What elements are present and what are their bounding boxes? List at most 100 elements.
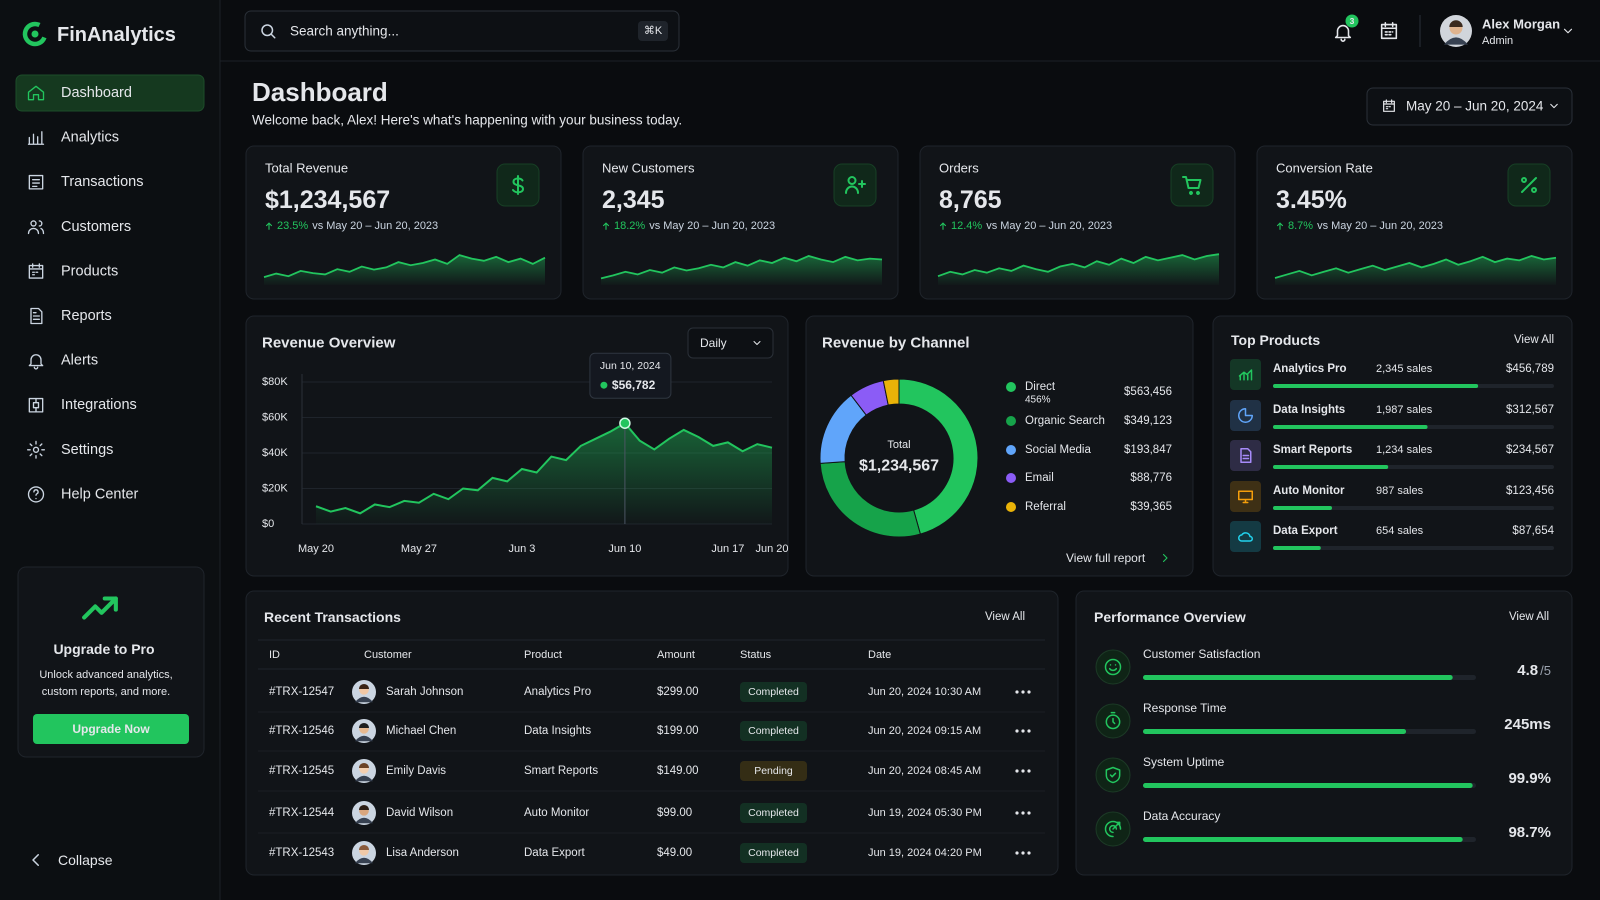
upgrade-card <box>17 566 205 758</box>
legend-label: Direct <box>1025 381 1056 393</box>
nav-label: Reports <box>61 308 112 324</box>
row-menu[interactable] <box>1021 851 1025 855</box>
cell-date: Jun 19, 2024 05:30 PM <box>868 807 982 819</box>
x-tick-label: Jun 17 <box>711 543 744 555</box>
cell-date: Jun 20, 2024 09:15 AM <box>868 725 981 737</box>
nav-item[interactable] <box>16 343 204 379</box>
bell-icon[interactable] <box>1334 24 1352 42</box>
sparkline <box>937 253 1220 278</box>
cell-customer: Michael Chen <box>386 725 456 737</box>
shortcut-badge <box>638 21 668 41</box>
nav-icon <box>28 263 44 279</box>
cell-product: Analytics Pro <box>524 686 591 698</box>
page-title: Dashboard <box>252 77 388 107</box>
product-sales: 1,987 sales <box>1376 404 1433 416</box>
product-icon <box>1238 532 1253 542</box>
collapse-label[interactable]: Collapse <box>58 852 113 868</box>
row-menu[interactable] <box>1021 811 1025 815</box>
sparkline-area <box>601 255 882 285</box>
product-bar <box>1273 384 1479 388</box>
cell-status: Pending <box>754 765 793 777</box>
tooltip-title: Jun 10, 2024 <box>600 360 661 372</box>
metric-value: 99.9% <box>1508 770 1551 787</box>
cell-product: Data Insights <box>524 725 591 737</box>
row-menu[interactable] <box>1027 769 1031 773</box>
kpi-compare: vs May 20 – Jun 20, 2023 <box>986 220 1112 232</box>
cell-status: Completed <box>748 725 799 737</box>
revenue-title: Revenue Overview <box>262 335 396 352</box>
nav-label: Customers <box>61 219 131 235</box>
cell-id: #TRX-12544 <box>269 807 335 819</box>
user-name: Alex Morgan <box>1482 17 1560 32</box>
calendar-icon[interactable] <box>1380 21 1398 40</box>
kpi-icon <box>512 175 524 195</box>
avatar-hair <box>358 683 370 689</box>
kpi-change: 12.4% vs May 20 – Jun 20, 2023 <box>951 220 1112 232</box>
column-header: Amount <box>657 649 695 661</box>
status-pill <box>740 761 807 781</box>
kpi-change-arrow <box>1276 222 1284 230</box>
metric-value-number: 4.8 <box>1517 662 1538 679</box>
transactions-link[interactable]: View All <box>985 611 1025 623</box>
cell-id: #TRX-12547 <box>269 686 334 698</box>
kpi-compare: vs May 20 – Jun 20, 2023 <box>649 220 775 232</box>
legend-value: $39,365 <box>1130 501 1172 513</box>
upgrade-button[interactable] <box>33 714 189 744</box>
row-menu[interactable] <box>1021 769 1025 773</box>
legend-value: $193,847 <box>1124 444 1172 456</box>
performance-link[interactable]: View All <box>1509 611 1549 623</box>
donut-slice <box>898 378 979 535</box>
products-title: Top Products <box>1231 332 1320 348</box>
row-menu[interactable] <box>1015 769 1019 773</box>
x-tick-label: Jun 3 <box>508 543 535 555</box>
product-bar-track <box>1273 506 1554 510</box>
product-revenue: $312,567 <box>1506 404 1554 416</box>
cell-amount: $149.00 <box>657 765 699 777</box>
kpi-label: Conversion Rate <box>1276 161 1373 176</box>
metric-icon <box>1105 711 1121 730</box>
row-menu[interactable] <box>1027 851 1031 855</box>
row-menu[interactable] <box>1027 690 1031 694</box>
legend-label: Referral <box>1025 501 1066 513</box>
row-menu[interactable] <box>1027 729 1031 733</box>
transactions-card <box>245 590 1059 876</box>
channel-title: Revenue by Channel <box>822 335 970 352</box>
channel-link[interactable]: View full report <box>1066 551 1146 565</box>
row-menu[interactable] <box>1015 811 1019 815</box>
row-menu[interactable] <box>1021 690 1025 694</box>
row-menu[interactable] <box>1015 690 1019 694</box>
product-icon-box <box>1230 359 1261 390</box>
legend-value: $563,456 <box>1124 386 1172 398</box>
row-menu[interactable] <box>1015 851 1019 855</box>
cell-date: Jun 19, 2024 04:20 PM <box>868 847 982 859</box>
cell-id: #TRX-12546 <box>269 725 334 737</box>
avatar-body <box>1444 37 1468 45</box>
date-picker[interactable] <box>1366 87 1573 126</box>
metric-icon <box>1104 820 1122 838</box>
metric-value-number: 245ms <box>1504 716 1551 733</box>
nav-icon <box>30 307 43 325</box>
search-box[interactable] <box>244 10 680 52</box>
tooltip-point <box>619 417 631 429</box>
kpi-value: $1,234,567 <box>265 186 390 214</box>
period-select[interactable] <box>687 327 774 359</box>
kpi-change-value: 8.7% <box>1288 220 1313 232</box>
period-chevron <box>753 341 761 345</box>
cell-amount: $99.00 <box>657 807 692 819</box>
metric-bar <box>1143 675 1453 680</box>
cell-status: Completed <box>748 807 799 819</box>
user-menu-chevron[interactable] <box>1563 28 1573 34</box>
metric-label: Customer Satisfaction <box>1143 647 1260 661</box>
collapse-icon <box>32 854 39 866</box>
kpi-value: 3.45% <box>1276 186 1347 214</box>
metric-value-number: 98.7% <box>1508 824 1551 841</box>
product-revenue: $456,789 <box>1506 363 1554 375</box>
row-menu[interactable] <box>1027 811 1031 815</box>
avatar-body <box>355 735 373 742</box>
products-link[interactable]: View All <box>1514 334 1554 346</box>
kpi-icon <box>1182 176 1202 195</box>
row-menu[interactable] <box>1015 729 1019 733</box>
row-menu[interactable] <box>1021 729 1025 733</box>
product-bar-track <box>1273 546 1554 550</box>
